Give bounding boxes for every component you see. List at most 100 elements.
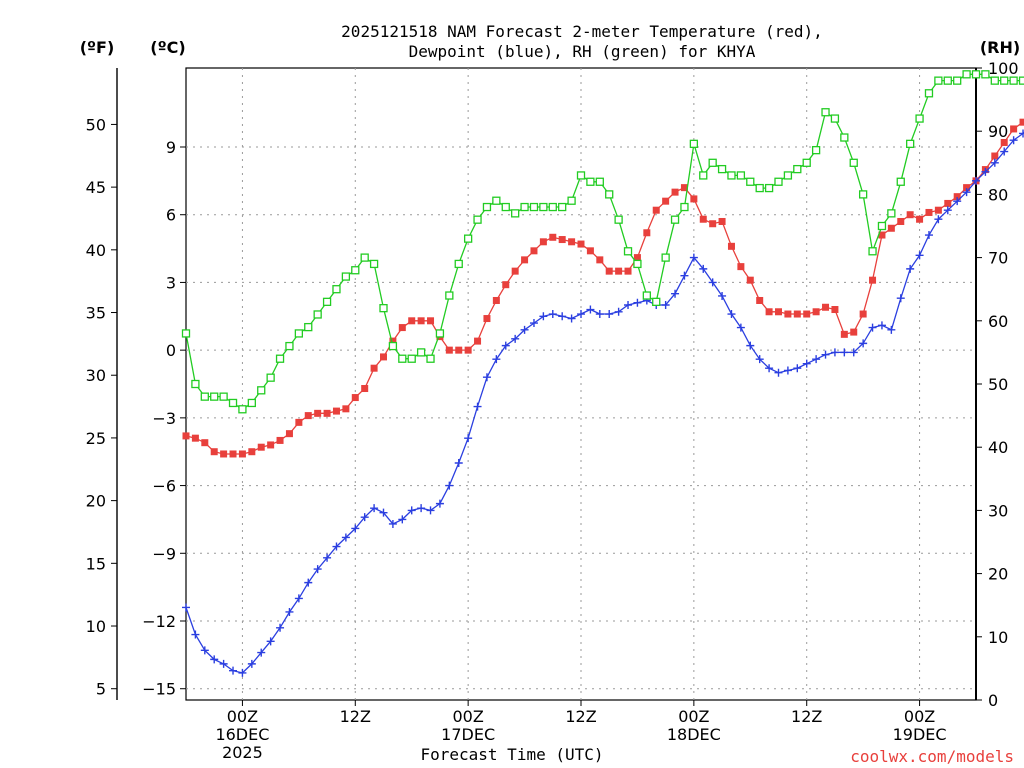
dewpoint-point [708, 278, 717, 287]
relative-humidity-point [548, 202, 557, 212]
time-tick-label: 12Z [340, 707, 371, 726]
2-meter-temperature-point [897, 217, 905, 225]
relative-humidity-point [247, 398, 256, 408]
2-meter-temperature-point [690, 195, 698, 203]
dewpoint-point [746, 341, 755, 350]
relative-humidity-point [661, 253, 670, 262]
2-meter-temperature-point [812, 308, 820, 316]
dewpoint-point [765, 364, 774, 373]
relative-humidity-point [849, 158, 858, 167]
relative-humidity-point [304, 322, 313, 332]
relative-humidity-point [802, 158, 811, 167]
time-tick-label: 17DEC [441, 725, 495, 744]
relative-humidity-point [633, 259, 642, 269]
fahrenheit-unit-label: (ºF) [80, 38, 115, 57]
2-meter-temperature-point [963, 184, 971, 192]
dewpoint-point [990, 158, 999, 167]
2-meter-temperature-point [586, 247, 594, 255]
2-meter-temperature-point [314, 409, 322, 417]
chart-title-line1: 2025121518 NAM Forecast 2-meter Temperat… [341, 22, 823, 41]
2-meter-temperature-point [191, 434, 199, 442]
c-tick-label: −15 [142, 680, 176, 699]
relative-humidity-point [558, 202, 567, 212]
c-tick-label: −6 [152, 477, 176, 496]
dewpoint-point [1009, 136, 1018, 145]
dewpoint-point [802, 359, 811, 368]
dewpoint-point [624, 301, 633, 309]
relative-humidity-point [821, 108, 830, 117]
dewpoint-point [962, 188, 971, 197]
relative-humidity-point [416, 348, 426, 357]
2-meter-temperature-point [615, 267, 623, 275]
relative-humidity-point [971, 70, 981, 79]
rh-unit-label: (RH) [980, 38, 1020, 57]
2-meter-temperature-point [568, 238, 576, 246]
2-meter-temperature-point [530, 247, 538, 255]
relative-humidity-point [689, 139, 699, 148]
relative-humidity-point [830, 114, 840, 123]
2-meter-temperature-point [887, 224, 895, 232]
relative-humidity-point [981, 70, 990, 79]
relative-humidity-point [435, 329, 445, 338]
dewpoint-point [859, 339, 868, 348]
rh-tick-label: 80 [988, 185, 1008, 204]
2-meter-temperature-point [539, 238, 547, 246]
relative-humidity-point [586, 177, 595, 186]
dewpoint-point [313, 565, 322, 574]
2-meter-temperature-point [840, 330, 848, 338]
relative-humidity-point [181, 329, 191, 338]
relative-humidity-point [539, 202, 548, 212]
dewpoint-point [266, 637, 275, 646]
dewpoint-point [407, 506, 416, 515]
2-meter-temperature-point [445, 346, 453, 354]
dewpoint-point [718, 291, 727, 300]
dewpoint-point [200, 646, 209, 655]
2-meter-temperature-point [916, 215, 924, 223]
relative-humidity-point [567, 196, 576, 205]
2-meter-temperature-point [906, 211, 914, 219]
rh-axis: 0 10 20 30 40 50 60 70 80 90 100 [976, 59, 1019, 710]
relative-humidity-point [1000, 76, 1009, 85]
relative-humidity-point [943, 76, 952, 85]
dewpoint-point [388, 519, 397, 528]
dewpoint-point [953, 197, 962, 206]
2-meter-temperature-point [925, 208, 933, 216]
dewpoint-point [558, 312, 567, 321]
2-meter-temperature-point [850, 328, 858, 336]
2-meter-temperature-point [652, 206, 660, 214]
celsius-axis: −15 −12 −9 −6 −3 0 3 6 9 [142, 138, 186, 699]
2-meter-temperature-point [671, 188, 679, 196]
relative-humidity-point [257, 386, 266, 395]
relative-humidity-point [473, 215, 482, 224]
dewpoint-point [294, 594, 303, 603]
dewpoint-point [229, 666, 238, 675]
dewpoint-point [577, 310, 585, 319]
2-meter-temperature-point [991, 152, 999, 160]
relative-humidity-point [595, 177, 604, 186]
relative-humidity-point [1009, 76, 1018, 85]
relative-humidity-line [185, 73, 1024, 411]
dewpoint-point [1000, 147, 1009, 156]
dewpoint-point [323, 553, 332, 562]
dewpoint-point [1019, 129, 1024, 138]
rh-tick-label: 10 [988, 628, 1008, 647]
2-meter-temperature-point [624, 267, 632, 275]
relative-humidity-point [191, 379, 200, 389]
2-meter-temperature-point [756, 296, 764, 304]
2-meter-temperature-point [775, 308, 782, 316]
2-meter-temperature-point [737, 263, 745, 271]
rh-tick-label: 20 [988, 565, 1008, 584]
dewpoint-point [426, 506, 435, 515]
2-meter-temperature-point [511, 267, 519, 275]
relative-humidity-point [407, 354, 416, 363]
dewpoint-point [567, 314, 576, 323]
dewpoint-point [360, 513, 369, 522]
2-meter-temperature-point [521, 256, 529, 264]
dewpoint-point [774, 368, 783, 377]
2-meter-temperature-point [633, 254, 641, 262]
c-tick-label: −9 [152, 544, 176, 563]
watermark: coolwx.com/models [850, 747, 1014, 766]
f-tick-label: 25 [86, 429, 106, 448]
2-meter-temperature-point [238, 450, 246, 458]
2-meter-temperature-point [210, 448, 218, 456]
